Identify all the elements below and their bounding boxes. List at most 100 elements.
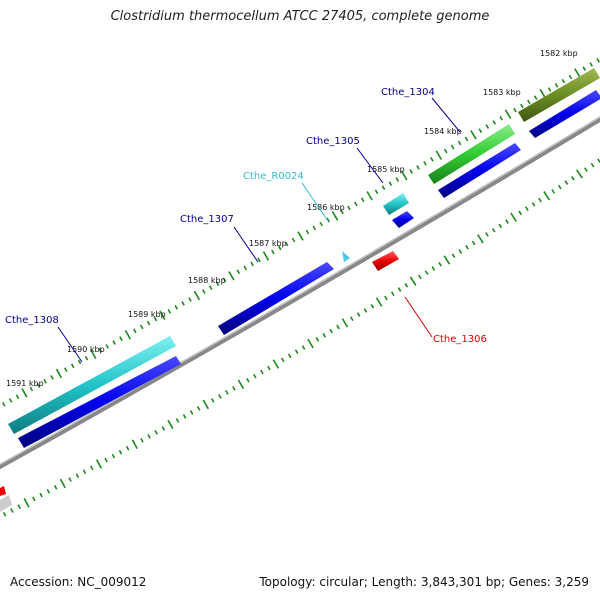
gene-label-cthe_1304[interactable]: Cthe_1304 [381, 87, 435, 98]
inner-tick-ring-tick [104, 457, 108, 463]
outer-tick-ring-tick [443, 148, 448, 154]
outer-tick-ring-tick [188, 297, 192, 302]
inner-tick-ring-tick [272, 359, 280, 369]
outer-tick-ring-tick [278, 245, 282, 251]
inner-tick-ring-tick [557, 184, 562, 190]
gene-label-cthe_r0024[interactable]: Cthe_R0024 [243, 171, 304, 182]
inner-tick-ring-tick [2, 512, 7, 517]
inner-tick-ring-tick [350, 316, 354, 322]
tick-rings [1, 58, 600, 517]
genome-backbone [0, 116, 600, 470]
genome-summary-text: Topology: circular; Length: 3,843,301 bp… [259, 575, 589, 589]
outer-tick-ring-tick [167, 308, 172, 314]
gene-label-cthe_1308[interactable]: Cthe_1308 [5, 315, 59, 326]
outer-tick-ring-tick [236, 269, 241, 275]
inner-tick-ring-tick [477, 234, 484, 244]
outer-tick-ring-tick [464, 136, 469, 142]
outer-tick-ring-tick [561, 78, 566, 84]
inner-tick-ring-tick [443, 255, 451, 265]
outer-tick-ring-tick [485, 124, 490, 129]
gene-label-cthe_1306[interactable]: Cthe_1306 [433, 334, 487, 345]
inner-tick-ring-tick [39, 492, 43, 498]
outer-tick-ring-tick [70, 363, 75, 369]
inner-tick-ring-tick [375, 297, 383, 307]
outer-tick-ring-tick [457, 140, 462, 146]
outer-tick-ring-tick [55, 368, 63, 379]
inner-tick-ring-tick [491, 227, 496, 233]
outer-tick-ring-tick [388, 181, 393, 187]
gene-bar-r0024[interactable] [342, 251, 350, 262]
inner-tick-ring-tick [590, 162, 595, 168]
outer-tick-ring-tick [36, 382, 41, 388]
outer-tick-ring-tick [374, 189, 379, 195]
gene-bar-olive[interactable] [518, 68, 600, 122]
inner-tick-ring-tick [584, 167, 588, 172]
outer-tick-ring-tick [513, 107, 517, 113]
inner-tick-ring-tick [322, 332, 327, 338]
outer-tick-ring-tick [257, 257, 261, 263]
outer-tick-ring-tick [271, 249, 275, 255]
outer-tick-ring-tick [262, 251, 270, 261]
cds-bar-1305[interactable] [392, 211, 414, 228]
inner-tick-ring-tick [53, 485, 58, 490]
inner-tick-ring-tick [82, 469, 87, 475]
outer-tick-ring-tick [347, 205, 351, 211]
outer-tick-ring-tick [450, 144, 455, 150]
outer-tick-ring-tick [360, 197, 365, 203]
cds-bar-1308[interactable] [18, 356, 181, 448]
inner-tick-ring-tick [253, 373, 257, 379]
outer-tick-ring-tick [222, 277, 227, 283]
inner-tick-ring-tick [370, 303, 375, 309]
inner-tick-ring-tick [167, 419, 174, 430]
inner-tick-ring-tick [189, 410, 194, 415]
outer-tick-ring-tick [416, 165, 420, 170]
outer-tick-ring-tick [520, 103, 524, 109]
gene-bar-1308[interactable] [8, 336, 176, 434]
gene-bar-1304[interactable] [428, 124, 515, 184]
outer-tick-ring-tick [124, 330, 131, 340]
tick-label: 1588 kbp [188, 276, 226, 285]
outer-tick-ring-tick [77, 359, 82, 365]
outer-tick-ring-tick [574, 68, 581, 78]
tick-label: 1585 kbp [367, 165, 405, 174]
outer-tick-ring-tick [153, 316, 158, 322]
inner-tick-ring-tick [161, 426, 166, 431]
outer-tick-ring-tick [430, 156, 434, 162]
outer-tick-ring-tick [105, 344, 109, 349]
edge-feature-red [0, 486, 6, 496]
outer-tick-ring-tick [470, 130, 477, 140]
inner-tick-ring-tick [154, 430, 158, 435]
cds-bar-1304[interactable] [438, 143, 521, 198]
outer-tick-ring-tick [366, 191, 373, 201]
inner-tick-ring-tick [510, 212, 517, 222]
inner-tick-ring-tick [281, 357, 285, 363]
inner-tick-ring-tick [518, 210, 523, 216]
inner-tick-ring-tick [341, 318, 349, 328]
inner-tick-ring-tick [75, 473, 80, 478]
inner-tick-ring-tick [543, 191, 551, 201]
inner-tick-ring-tick [202, 399, 209, 410]
gene-leader-line [301, 182, 329, 222]
cds-bar-1582[interactable] [529, 90, 600, 138]
outer-tick-ring-tick [15, 394, 20, 399]
inner-tick-ring-tick [498, 223, 503, 229]
outer-tick-ring-tick [146, 320, 151, 326]
gene-leader-line [356, 147, 384, 184]
gene-label-cthe_1305[interactable]: Cthe_1305 [306, 136, 360, 147]
inner-tick-ring-tick [485, 232, 489, 237]
outer-tick-ring-tick [159, 310, 166, 320]
outer-tick-ring-tick [133, 328, 137, 334]
gene-bar-1306[interactable] [372, 251, 399, 271]
outer-tick-ring-tick [395, 177, 400, 182]
outer-tick-ring-tick [409, 169, 413, 174]
cds-bar-1307[interactable] [218, 262, 334, 335]
gene-bar-1305[interactable] [383, 193, 409, 215]
map-title: Clostridium thermocellum ATCC 27405, com… [110, 9, 490, 24]
inner-tick-ring-tick [260, 369, 264, 375]
inner-tick-ring-tick [89, 465, 94, 471]
outer-tick-ring-tick [284, 241, 289, 247]
inner-tick-ring-tick [32, 496, 36, 502]
tick-label: 1583 kbp [483, 88, 521, 97]
gene-label-cthe_1307[interactable]: Cthe_1307 [180, 214, 234, 225]
